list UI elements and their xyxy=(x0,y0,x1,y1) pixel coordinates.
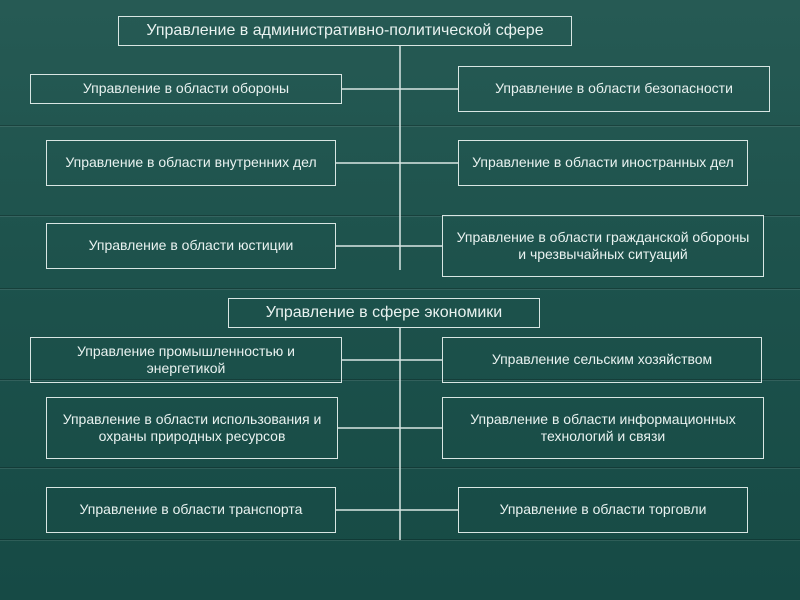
section1-row1-left: Управление в области обороны xyxy=(30,74,342,104)
section2-row1-left: Управление промышленностью и энергетикой xyxy=(30,337,342,383)
section1-row2-right: Управление в области иностранных дел xyxy=(458,140,748,186)
section1-header: Управление в административно-политическо… xyxy=(118,16,572,46)
section1-row2-left: Управление в области внутренних дел xyxy=(46,140,336,186)
section2-row2-right: Управление в области информационных техн… xyxy=(442,397,764,459)
section2-row1-right: Управление сельским хозяйством xyxy=(442,337,762,383)
section2-header: Управление в сфере экономики xyxy=(228,298,540,328)
section1-row1-right: Управление в области безопасности xyxy=(458,66,770,112)
section2-row2-left: Управление в области использования и охр… xyxy=(46,397,338,459)
section1-row3-left: Управление в области юстиции xyxy=(46,223,336,269)
section1-row3-right: Управление в области гражданской обороны… xyxy=(442,215,764,277)
section2-row3-left: Управление в области транспорта xyxy=(46,487,336,533)
section2-row3-right: Управление в области торговли xyxy=(458,487,748,533)
